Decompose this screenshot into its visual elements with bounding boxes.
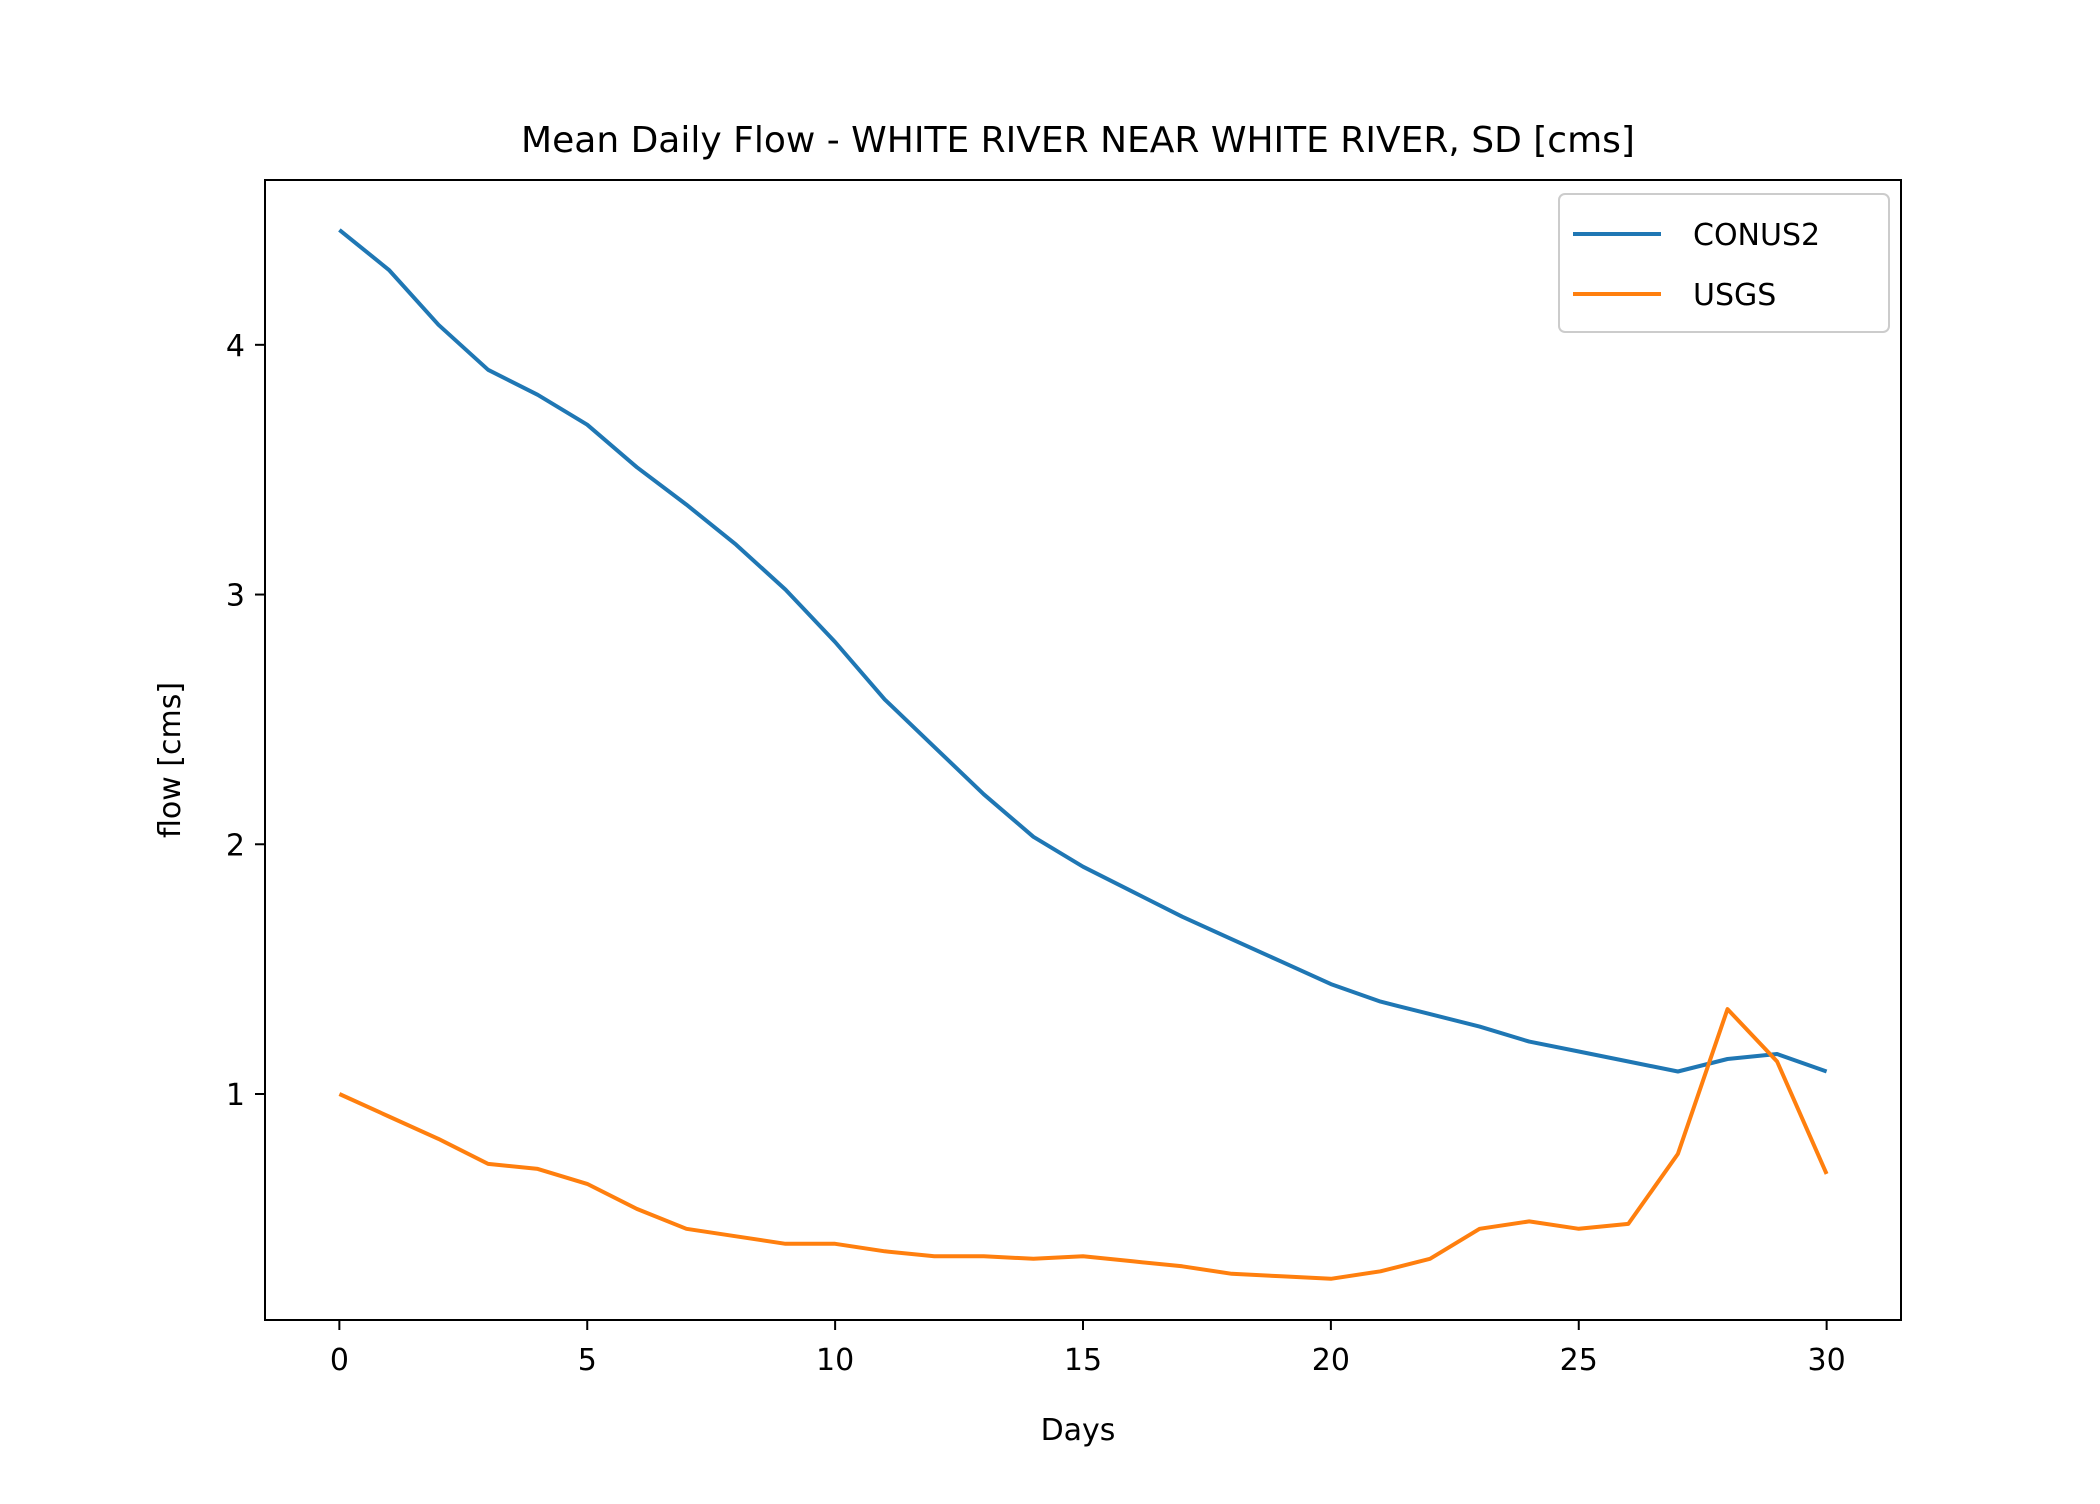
- y-tick-label: 2: [226, 828, 245, 863]
- x-tick-label: 0: [330, 1343, 349, 1378]
- series-line-conus2: [338, 228, 1828, 1074]
- x-tick-label: 15: [1064, 1343, 1102, 1378]
- axis-ticks: 0 5 10 15 20 25 30 1 2 3 4: [226, 329, 1846, 1378]
- x-tick-label: 20: [1312, 1343, 1350, 1378]
- series-line-usgs: [338, 1007, 1829, 1281]
- legend-label-conus2: CONUS2: [1693, 218, 1820, 253]
- x-tick-label: 10: [816, 1343, 854, 1378]
- x-tick-label: 25: [1560, 1343, 1598, 1378]
- legend-box: [1558, 193, 1890, 333]
- legend-label-usgs: USGS: [1693, 278, 1776, 313]
- x-tick-label: 30: [1808, 1343, 1846, 1378]
- x-axis-label: Days: [1041, 1413, 1116, 1448]
- y-tick-label: 4: [226, 329, 245, 364]
- legend: CONUS2 USGS: [1558, 193, 1890, 333]
- chart-title: Mean Daily Flow - WHITE RIVER NEAR WHITE…: [521, 120, 1635, 161]
- y-tick-label: 1: [226, 1078, 245, 1113]
- y-tick-label: 3: [226, 579, 245, 614]
- y-axis-label: flow [cms]: [153, 682, 188, 838]
- plot-area: [338, 228, 1829, 1281]
- x-tick-label: 5: [578, 1343, 597, 1378]
